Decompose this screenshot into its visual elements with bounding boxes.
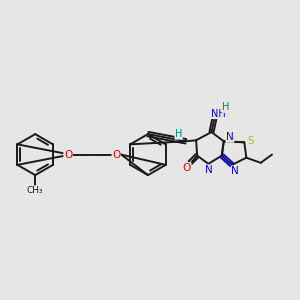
Text: N: N [226, 132, 234, 142]
Text: CH₃: CH₃ [27, 186, 44, 195]
Text: S: S [247, 136, 254, 146]
Text: N: N [231, 166, 239, 176]
Text: H: H [222, 103, 230, 112]
Text: O: O [64, 150, 72, 160]
Text: NH: NH [211, 109, 226, 118]
Text: O: O [183, 163, 191, 173]
Text: O: O [112, 150, 120, 160]
Text: H: H [175, 129, 182, 139]
Text: N: N [205, 165, 212, 175]
